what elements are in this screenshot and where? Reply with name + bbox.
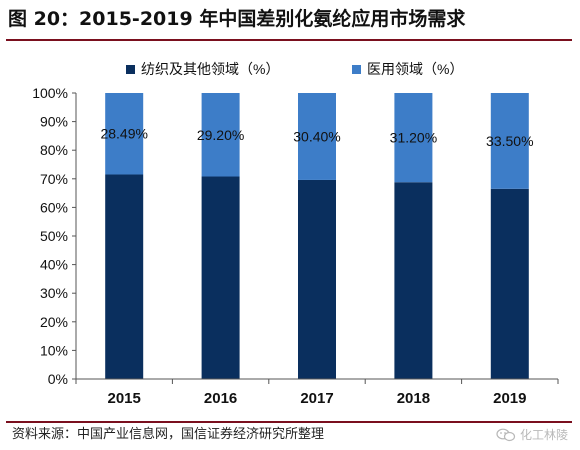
x-tick-label: 2018	[397, 390, 430, 407]
bar-medical	[490, 93, 529, 189]
bar-group	[105, 93, 529, 379]
y-tick-label: 90%	[40, 114, 68, 130]
y-tick-label: 10%	[40, 342, 68, 358]
bar-medical	[201, 93, 240, 177]
x-tick-label: 2015	[108, 390, 141, 407]
data-label: 31.20%	[390, 130, 437, 146]
x-tick-label: 2017	[300, 390, 333, 407]
bar-textile	[298, 179, 336, 379]
source-note: 资料来源：中国产业信息网，国信证券经济研究所整理	[12, 427, 325, 442]
legend-swatch	[352, 65, 361, 74]
data-label-group: 28.49% 29.20% 30.40% 31.20% 33.50%	[100, 126, 533, 149]
y-tick-label: 50%	[40, 228, 68, 244]
y-tick-label: 80%	[40, 142, 68, 158]
bar-medical	[394, 93, 433, 183]
bar-textile	[490, 188, 529, 379]
stacked-bar-chart: 纺织及其他领域（%） 医用领域（%） 0% 10% 20% 30% 40% 50% 60% 70…	[32, 61, 559, 407]
y-tick-label: 20%	[40, 314, 68, 330]
x-axis: 2015 2016 2017 2018 2019	[75, 378, 559, 407]
data-label: 30.40%	[293, 128, 340, 144]
footer-divider	[6, 421, 572, 423]
watermark-text: 化工林陵	[519, 428, 568, 442]
chart-legend: 纺织及其他领域（%） 医用领域（%）	[126, 61, 463, 77]
data-label: 29.20%	[197, 127, 244, 143]
legend-swatch	[126, 65, 135, 74]
bar-textile	[394, 182, 433, 379]
watermark: 化工林陵	[496, 426, 568, 444]
legend-label: 纺织及其他领域（%）	[141, 61, 279, 77]
data-label: 33.50%	[486, 133, 533, 149]
legend-label: 医用领域（%）	[367, 61, 463, 77]
bar-medical	[298, 93, 336, 180]
y-tick-label: 100%	[32, 85, 68, 101]
x-tick-label: 2019	[493, 390, 526, 407]
y-tick-label: 30%	[40, 285, 68, 301]
title-divider	[6, 39, 572, 41]
data-label: 28.49%	[100, 126, 147, 142]
chart-title: 图 20：2015-2019 年中国差别化氨纶应用市场需求	[8, 8, 466, 30]
x-tick-label: 2016	[204, 390, 237, 407]
y-axis: 0% 10% 20% 30% 40% 50% 60% 70% 80% 90% 100%	[32, 85, 77, 387]
bar-medical	[105, 93, 144, 175]
y-tick-label: 0%	[48, 371, 68, 387]
wechat-icon	[496, 428, 516, 442]
y-tick-label: 60%	[40, 199, 68, 215]
bar-textile	[201, 176, 240, 379]
y-tick-label: 70%	[40, 171, 68, 187]
y-tick-label: 40%	[40, 257, 68, 273]
bar-textile	[105, 174, 144, 379]
